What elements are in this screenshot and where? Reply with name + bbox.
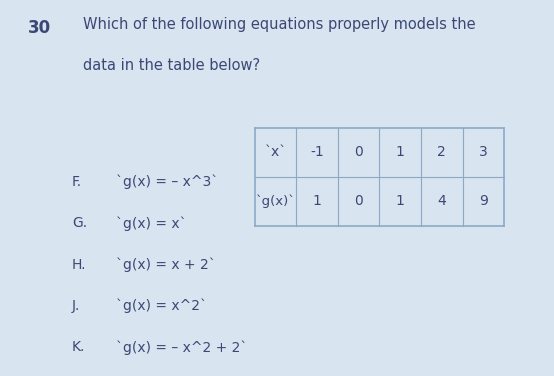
Text: `g(x) = x^2`: `g(x) = x^2` (116, 299, 207, 314)
Text: J.: J. (72, 299, 80, 313)
Text: 1: 1 (396, 145, 405, 159)
Text: K.: K. (72, 340, 85, 354)
Text: 3: 3 (479, 145, 488, 159)
Text: G.: G. (72, 216, 87, 230)
Text: 0: 0 (355, 194, 363, 208)
Text: 0: 0 (355, 145, 363, 159)
Text: `g(x) = – x^2 + 2`: `g(x) = – x^2 + 2` (116, 340, 248, 355)
Text: -1: -1 (310, 145, 324, 159)
Text: 30: 30 (28, 19, 51, 37)
Text: 1: 1 (396, 194, 405, 208)
Text: `x`: `x` (264, 145, 287, 159)
Text: `g(x) = – x^3`: `g(x) = – x^3` (116, 175, 219, 190)
Text: 1: 1 (312, 194, 322, 208)
Text: F.: F. (72, 175, 82, 189)
Text: 2: 2 (438, 145, 446, 159)
Text: `g(x) = x + 2`: `g(x) = x + 2` (116, 258, 216, 272)
Text: `g(x)`: `g(x)` (256, 194, 295, 208)
Text: 4: 4 (438, 194, 446, 208)
Text: H.: H. (72, 258, 86, 271)
Text: data in the table below?: data in the table below? (83, 58, 260, 73)
Text: 9: 9 (479, 194, 488, 208)
Text: `g(x) = x`: `g(x) = x` (116, 216, 187, 231)
Text: Which of the following equations properly models the: Which of the following equations properl… (83, 17, 476, 32)
